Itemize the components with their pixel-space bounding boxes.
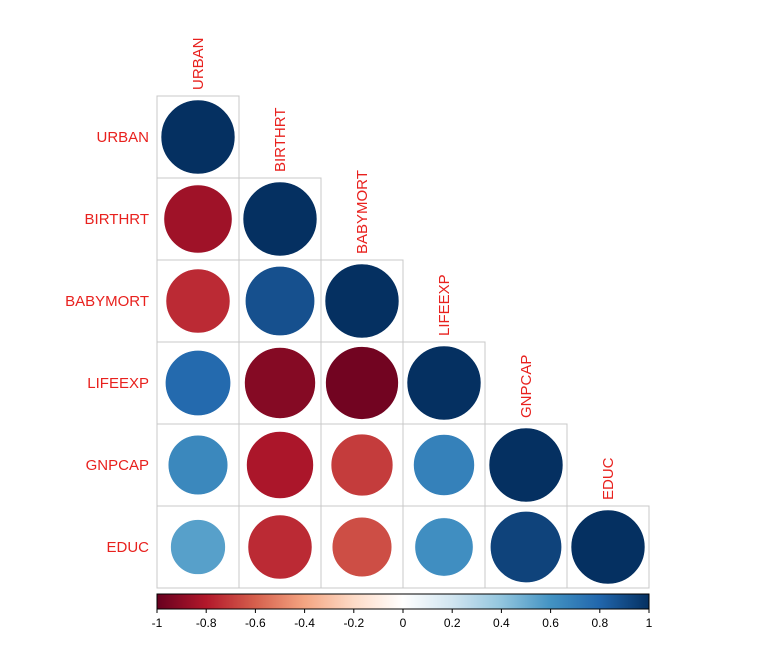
row-label-educ: EDUC — [106, 539, 149, 556]
colorbar-tick-label: 1 — [646, 616, 653, 630]
colorbar-tick-label: 0.4 — [493, 616, 510, 630]
corr-circle-educ-educ — [570, 509, 646, 585]
colorbar-tick-label: 0.8 — [591, 616, 608, 630]
corr-circle-lifeexp-birthrt — [244, 347, 316, 419]
corr-circle-lifeexp-babymort — [325, 346, 399, 420]
colorbar-tick-label: 0 — [400, 616, 407, 630]
corr-circle-birthrt-urban — [163, 184, 233, 254]
column-label-educ: EDUC — [600, 457, 617, 500]
column-label-babymort: BABYMORT — [354, 170, 371, 254]
column-label-urban: URBAN — [190, 37, 207, 90]
row-label-birthrt: BIRTHRT — [85, 211, 149, 228]
column-label-birthrt: BIRTHRT — [272, 108, 289, 172]
corr-circle-gnpcap-birthrt — [246, 431, 314, 499]
row-label-gnpcap: GNPCAP — [86, 457, 149, 474]
colorbar-tick-label: 0.2 — [444, 616, 461, 630]
colorbar-gradient — [156, 593, 650, 610]
colorbar-tick-label: -0.4 — [294, 616, 315, 630]
corr-circle-educ-lifeexp — [414, 517, 474, 577]
colorbar-tick-label: -0.2 — [343, 616, 364, 630]
column-label-lifeexp: LIFEEXP — [436, 274, 453, 336]
corr-circle-educ-birthrt — [247, 514, 313, 580]
corr-circle-babymort-babymort — [324, 263, 400, 339]
corr-circle-lifeexp-urban — [165, 350, 231, 416]
corr-circle-educ-gnpcap — [490, 511, 562, 583]
corr-circle-educ-babymort — [331, 516, 393, 578]
colorbar-tick-label: -0.6 — [245, 616, 266, 630]
corr-circle-gnpcap-lifeexp — [413, 434, 475, 496]
corr-circle-lifeexp-lifeexp — [406, 345, 482, 421]
corr-circle-gnpcap-gnpcap — [488, 427, 564, 503]
corr-circle-gnpcap-babymort — [330, 433, 394, 497]
corr-circle-educ-urban — [170, 519, 226, 575]
colorbar: -1 -0.8 -0.6 -0.4 -0.2 0 0.2 0.4 0.6 0.8 1 — [152, 593, 653, 630]
column-label-gnpcap: GNPCAP — [518, 355, 535, 418]
column-labels: URBAN BIRTHRT BABYMORT LIFEEXP GNPCAP EDUC — [190, 37, 617, 500]
row-label-babymort: BABYMORT — [65, 293, 149, 310]
colorbar-tick-label: 0.6 — [542, 616, 559, 630]
row-labels: URBAN BIRTHRT BABYMORT LIFEEXP GNPCAP EDUC — [65, 129, 149, 556]
corr-circle-gnpcap-urban — [167, 434, 229, 496]
row-label-lifeexp: LIFEEXP — [87, 375, 149, 392]
colorbar-tick-label: -0.8 — [196, 616, 217, 630]
colorbar-tick-label: -1 — [152, 616, 163, 630]
row-label-urban: URBAN — [96, 129, 149, 146]
corr-circle-babymort-birthrt — [244, 265, 316, 337]
corr-circle-babymort-urban — [165, 268, 231, 334]
matrix-cells — [156, 95, 650, 589]
corr-circle-urban-urban — [160, 99, 236, 175]
corr-circle-birthrt-birthrt — [242, 181, 318, 257]
